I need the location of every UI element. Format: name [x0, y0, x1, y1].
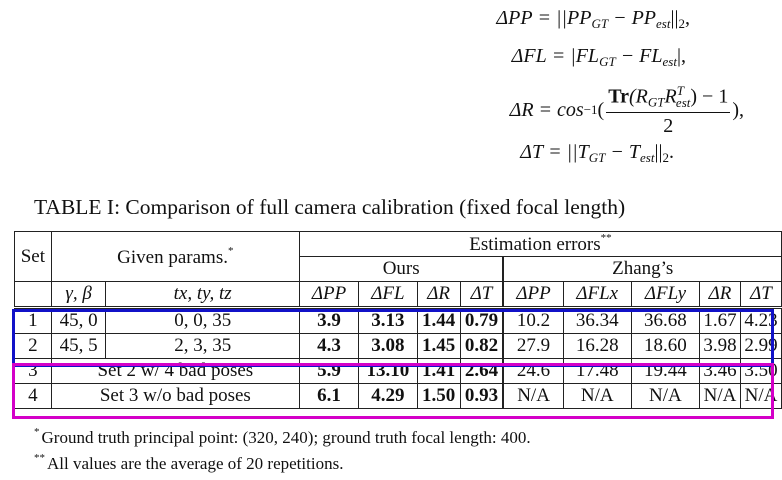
cell-zhang-dfly: 18.60 — [630, 333, 701, 359]
cell-ours-dt: 0.82 — [459, 333, 505, 359]
cell-ours-dr: 1.41 — [416, 358, 461, 384]
header-gamma-beta: γ, β — [50, 281, 107, 308]
cell-zhang-dt: 2.99 — [739, 333, 782, 359]
cell-zhang-dfly: N/A — [630, 383, 701, 409]
table-caption: TABLE I: Comparison of full camera calib… — [34, 195, 626, 219]
cell-ours-dt: 0.93 — [459, 383, 505, 409]
cell-ours-dt: 2.64 — [459, 358, 505, 384]
cell-zhang-dt: 4.23 — [739, 306, 782, 334]
header-zhangs: Zhang’s — [502, 256, 782, 282]
cell-zhang-dflx: 17.48 — [562, 358, 632, 384]
header-given-params: Given params.* — [50, 231, 300, 282]
header-ours-dr: ΔR — [416, 281, 461, 308]
cell-ours-dfl: 13.10 — [358, 358, 418, 384]
header-translation: tx, ty, tz — [105, 281, 300, 308]
cell-given-merged: Set 2 w/ 4 bad poses — [50, 358, 300, 384]
cell-set: 1 — [14, 306, 52, 334]
table-row: 4 Set 3 w/o bad poses 6.1 4.29 1.50 0.93… — [14, 383, 782, 409]
cell-ours-dt: 0.79 — [459, 306, 505, 334]
footnote-2: ** All values are the average of 20 repet… — [34, 452, 344, 473]
cell-set: 3 — [14, 358, 52, 384]
equation-delta-t: ΔT = ||TGT − Test||2. — [520, 141, 674, 165]
cell-ours-dr: 1.44 — [416, 306, 461, 334]
header-zhang-dfly: ΔFLy — [630, 281, 701, 308]
header-zhang-dpp: ΔPP — [502, 281, 564, 308]
cell-zhang-dflx: 36.34 — [562, 306, 632, 334]
table-row: 3 Set 2 w/ 4 bad poses 5.9 13.10 1.41 2.… — [14, 358, 782, 384]
header-zhang-dr: ΔR — [699, 281, 741, 308]
footnote-1: * Ground truth principal point: (320, 240… — [34, 426, 531, 447]
cell-zhang-dflx: N/A — [562, 383, 632, 409]
cell-zhang-dpp: 10.2 — [502, 306, 564, 334]
cell-ours-dr: 1.50 — [416, 383, 461, 409]
cell-zhang-dfly: 19.44 — [630, 358, 701, 384]
cell-translation: 2, 3, 35 — [105, 333, 300, 359]
cell-ours-dfl: 3.08 — [358, 333, 418, 359]
cell-zhang-dr: 3.46 — [699, 358, 741, 384]
cell-ours-dpp: 4.3 — [298, 333, 360, 359]
fraction: Tr(RGTRTest) − 1 2 — [606, 83, 731, 137]
equation-delta-fl: ΔFL = |FLGT − FLest|, — [511, 45, 686, 69]
cell-zhang-dr: 3.98 — [699, 333, 741, 359]
calibration-table: Set Given params.* Estimation errors** O… — [14, 231, 782, 409]
cell-given-merged: Set 3 w/o bad poses — [50, 383, 300, 409]
header-ours: Ours — [298, 256, 505, 282]
equation-delta-r: ΔR = cos −1( Tr(RGTRTest) − 1 2 ), — [509, 83, 744, 137]
cell-zhang-dpp: 27.9 — [502, 333, 564, 359]
header-zhang-dt: ΔT — [739, 281, 782, 308]
table-row: 1 45, 0 0, 0, 35 3.9 3.13 1.44 0.79 10.2… — [14, 306, 782, 334]
header-ours-dt: ΔT — [459, 281, 505, 308]
equation-delta-pp: ΔPP = ||PPGT − PPest||2, — [496, 7, 690, 31]
table-row: 2 45, 5 2, 3, 35 4.3 3.08 1.45 0.82 27.9… — [14, 333, 782, 359]
header-row-3: γ, β tx, ty, tz ΔPP ΔFL ΔR ΔT ΔPP ΔFLx Δ… — [14, 281, 782, 308]
header-row-1: Set Given params.* Estimation errors** — [14, 231, 782, 282]
cell-zhang-dr: N/A — [699, 383, 741, 409]
cell-ours-dfl: 4.29 — [358, 383, 418, 409]
cell-ours-dfl: 3.13 — [358, 306, 418, 334]
header-blank — [14, 281, 52, 308]
cell-zhang-dflx: 16.28 — [562, 333, 632, 359]
cell-ours-dpp: 3.9 — [298, 306, 360, 334]
cell-ours-dpp: 6.1 — [298, 383, 360, 409]
cell-zhang-dfly: 36.68 — [630, 306, 701, 334]
cell-gamma-beta: 45, 5 — [50, 333, 107, 359]
cell-zhang-dt: 3.50 — [739, 358, 782, 384]
header-estimation-errors: Estimation errors** — [298, 231, 782, 257]
cell-zhang-dpp: N/A — [502, 383, 564, 409]
header-zhang-dflx: ΔFLx — [562, 281, 632, 308]
cell-set: 4 — [14, 383, 52, 409]
cell-translation: 0, 0, 35 — [105, 306, 300, 334]
header-ours-dfl: ΔFL — [358, 281, 418, 308]
cell-ours-dr: 1.45 — [416, 333, 461, 359]
header-set: Set — [14, 231, 52, 282]
cell-ours-dpp: 5.9 — [298, 358, 360, 384]
cell-zhang-dpp: 24.6 — [502, 358, 564, 384]
cell-zhang-dr: 1.67 — [699, 306, 741, 334]
header-row-2: Ours Zhang’s — [15, 256, 782, 282]
cell-zhang-dt: N/A — [739, 383, 782, 409]
cell-set: 2 — [14, 333, 52, 359]
header-ours-dpp: ΔPP — [298, 281, 360, 308]
cell-gamma-beta: 45, 0 — [50, 306, 107, 334]
